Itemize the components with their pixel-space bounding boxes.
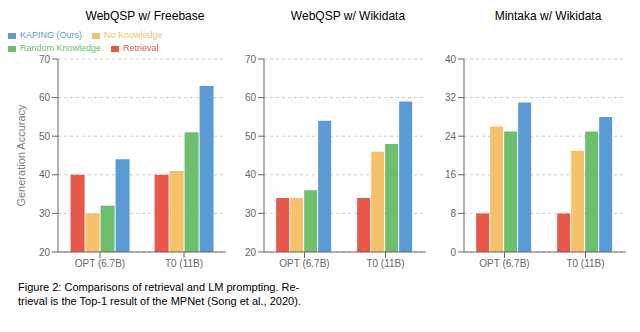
svg-text:32: 32: [445, 92, 457, 103]
svg-text:T0 (11B): T0 (11B): [366, 258, 404, 269]
svg-text:40: 40: [245, 169, 257, 180]
svg-text:50: 50: [245, 131, 257, 142]
svg-text:T0 (11B): T0 (11B): [165, 258, 203, 269]
svg-text:8: 8: [450, 208, 456, 219]
svg-text:0: 0: [450, 247, 456, 258]
html-text:Retrieval: Retrieval: [123, 43, 159, 53]
html-text:Random Knowledge: Random Knowledge: [20, 43, 102, 53]
svg-text:OPT (6.7B): OPT (6.7B): [279, 258, 329, 269]
svg-text:60: 60: [39, 92, 51, 103]
svg-text:20: 20: [39, 247, 51, 258]
svg-text:Generation Accuracy: Generation Accuracy: [15, 104, 27, 207]
svg-text:70: 70: [245, 54, 257, 65]
html-text:WebQSP w/ Freebase: WebQSP w/ Freebase: [85, 9, 205, 23]
svg-text:40: 40: [39, 169, 51, 180]
svg-text:40: 40: [445, 54, 457, 65]
html-text:KAPING (Ours): KAPING (Ours): [20, 30, 82, 40]
html-text:trieval is the Top-1 result of: trieval is the Top-1 result of the MPNet…: [18, 295, 301, 307]
svg-text:24: 24: [445, 131, 457, 142]
svg-text:20: 20: [245, 247, 257, 258]
svg-text:OPT (6.7B): OPT (6.7B): [75, 258, 125, 269]
svg-text:30: 30: [245, 208, 257, 219]
svg-text:70: 70: [39, 54, 51, 65]
html-text:Figure 2: Comparisons of retri: Figure 2: Comparisons of retrieval and L…: [18, 281, 300, 293]
svg-text:50: 50: [39, 131, 51, 142]
svg-text:30: 30: [39, 208, 51, 219]
svg-text:T0 (11B): T0 (11B): [566, 258, 604, 269]
html-text:No Knowledge: No Knowledge: [104, 30, 163, 40]
html-text:Mintaka w/ Wikidata: Mintaka w/ Wikidata: [494, 9, 602, 23]
html-text:WebQSP w/ Wikidata: WebQSP w/ Wikidata: [290, 9, 406, 23]
svg-text:16: 16: [445, 169, 457, 180]
svg-text:60: 60: [245, 92, 257, 103]
svg-text:OPT (6.7B): OPT (6.7B): [479, 258, 529, 269]
